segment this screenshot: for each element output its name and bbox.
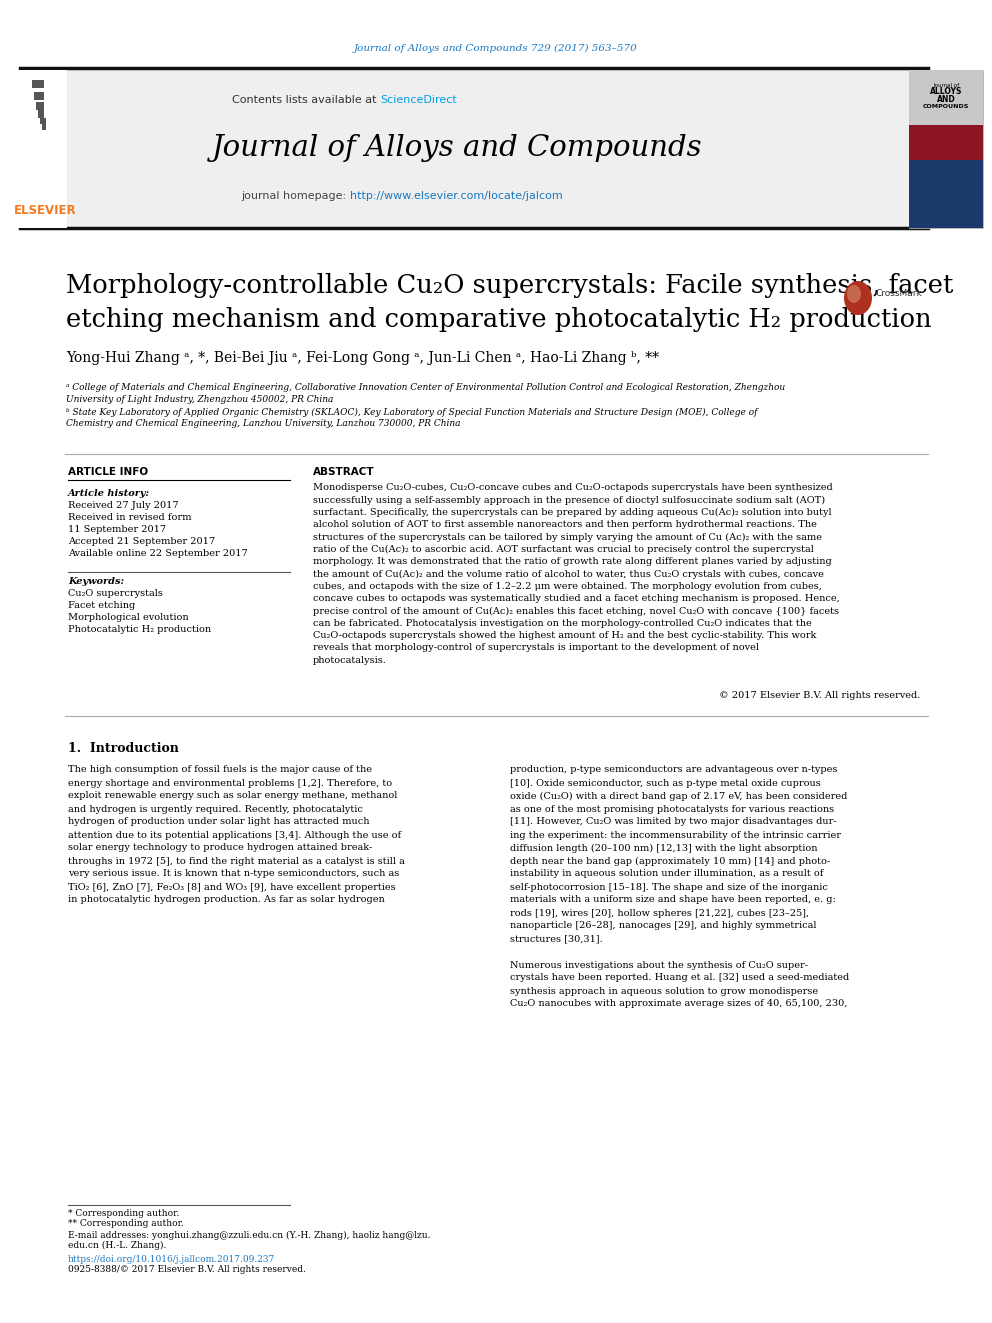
Text: self-photocorrosion [15–18]. The shape and size of the inorganic: self-photocorrosion [15–18]. The shape a…: [510, 882, 828, 892]
Text: Cu₂O nanocubes with approximate average sizes of 40, 65,100, 230,: Cu₂O nanocubes with approximate average …: [510, 999, 847, 1008]
Text: throughs in 1972 [5], to find the right material as a catalyst is still a: throughs in 1972 [5], to find the right …: [68, 856, 405, 865]
Text: Keywords:: Keywords:: [68, 578, 124, 586]
Text: edu.cn (H.-L. Zhang).: edu.cn (H.-L. Zhang).: [68, 1241, 167, 1249]
Text: Yong-Hui Zhang ᵃ, *, Bei-Bei Jiu ᵃ, Fei-Long Gong ᵃ, Jun-Li Chen ᵃ, Hao-Li Zhang: Yong-Hui Zhang ᵃ, *, Bei-Bei Jiu ᵃ, Fei-…: [66, 351, 659, 365]
Text: concave cubes to octapods was systematically studied and a facet etching mechani: concave cubes to octapods was systematic…: [313, 594, 840, 603]
Text: Received in revised form: Received in revised form: [68, 513, 191, 523]
Text: successfully using a self-assembly approach in the presence of dioctyl sulfosucc: successfully using a self-assembly appro…: [313, 496, 825, 505]
Text: synthesis approach in aqueous solution to grow monodisperse: synthesis approach in aqueous solution t…: [510, 987, 818, 995]
Text: Facet etching: Facet etching: [68, 602, 135, 610]
Text: Journal of: Journal of: [932, 82, 959, 87]
Text: morphology. It was demonstrated that the ratio of growth rate along different pl: morphology. It was demonstrated that the…: [313, 557, 831, 566]
Text: Morphological evolution: Morphological evolution: [68, 614, 188, 623]
Text: TiO₂ [6], ZnO [7], Fe₂O₃ [8] and WO₃ [9], have excellent properties: TiO₂ [6], ZnO [7], Fe₂O₃ [8] and WO₃ [9]…: [68, 882, 396, 892]
Text: ScienceDirect: ScienceDirect: [380, 95, 456, 105]
Text: 1.  Introduction: 1. Introduction: [68, 741, 179, 754]
Text: Contents lists available at: Contents lists available at: [232, 95, 380, 105]
Text: University of Light Industry, Zhengzhou 450002, PR China: University of Light Industry, Zhengzhou …: [66, 396, 333, 405]
Text: ARTICLE INFO: ARTICLE INFO: [68, 467, 148, 478]
Text: Received 27 July 2017: Received 27 July 2017: [68, 501, 179, 511]
Text: [10]. Oxide semiconductor, such as p-type metal oxide cuprous: [10]. Oxide semiconductor, such as p-typ…: [510, 778, 820, 787]
Text: Article history:: Article history:: [68, 490, 150, 499]
Text: in photocatalytic hydrogen production. As far as solar hydrogen: in photocatalytic hydrogen production. A…: [68, 896, 385, 905]
Text: ABSTRACT: ABSTRACT: [313, 467, 375, 478]
Bar: [36, 102, 44, 110]
Text: ᵃ College of Materials and Chemical Engineering, Collaborative Innovation Center: ᵃ College of Materials and Chemical Engi…: [66, 384, 785, 393]
Text: CrossMark: CrossMark: [875, 290, 922, 299]
Text: diffusion length (20–100 nm) [12,13] with the light absorption: diffusion length (20–100 nm) [12,13] wit…: [510, 844, 817, 852]
Bar: [909, 124, 983, 160]
Text: Available online 22 September 2017: Available online 22 September 2017: [68, 549, 248, 558]
Text: Journal of Alloys and Compounds: Journal of Alloys and Compounds: [211, 134, 702, 161]
Text: instability in aqueous solution under illumination, as a result of: instability in aqueous solution under il…: [510, 869, 823, 878]
Text: materials with a uniform size and shape have been reported, e. g:: materials with a uniform size and shape …: [510, 896, 835, 905]
Bar: [909, 160, 983, 228]
Text: crystals have been reported. Huang et al. [32] used a seed-mediated: crystals have been reported. Huang et al…: [510, 974, 849, 983]
Text: the amount of Cu(Ac)₂ and the volume ratio of alcohol to water, thus Cu₂O crysta: the amount of Cu(Ac)₂ and the volume rat…: [313, 569, 824, 578]
Text: ELSEVIER: ELSEVIER: [14, 204, 76, 217]
Text: Cu₂O supercrystals: Cu₂O supercrystals: [68, 590, 163, 598]
Text: can be fabricated. Photocatalysis investigation on the morphology-controlled Cu₂: can be fabricated. Photocatalysis invest…: [313, 619, 811, 628]
Text: as one of the most promising photocatalysts for various reactions: as one of the most promising photocataly…: [510, 804, 834, 814]
Text: https://doi.org/10.1016/j.jallcom.2017.09.237: https://doi.org/10.1016/j.jallcom.2017.0…: [68, 1254, 275, 1263]
Text: Accepted 21 September 2017: Accepted 21 September 2017: [68, 537, 215, 546]
Text: ratio of the Cu(Ac)₂ to ascorbic acid. AOT surfactant was crucial to precisely c: ratio of the Cu(Ac)₂ to ascorbic acid. A…: [313, 545, 813, 554]
Text: Cu₂O-octapods supercrystals showed the highest amount of H₂ and the best cyclic-: Cu₂O-octapods supercrystals showed the h…: [313, 631, 816, 640]
Text: http://www.elsevier.com/locate/jalcom: http://www.elsevier.com/locate/jalcom: [350, 191, 562, 201]
Text: nanoparticle [26–28], nanocages [29], and highly symmetrical: nanoparticle [26–28], nanocages [29], an…: [510, 922, 816, 930]
Text: rods [19], wires [20], hollow spheres [21,22], cubes [23–25],: rods [19], wires [20], hollow spheres [2…: [510, 909, 809, 917]
Text: Photocatalytic H₂ production: Photocatalytic H₂ production: [68, 626, 211, 635]
Bar: [32, 79, 44, 89]
Text: Chemistry and Chemical Engineering, Lanzhou University, Lanzhou 730000, PR China: Chemistry and Chemical Engineering, Lanz…: [66, 419, 460, 429]
Text: exploit renewable energy such as solar energy methane, methanol: exploit renewable energy such as solar e…: [68, 791, 398, 800]
Text: alcohol solution of AOT to first assemble nanoreactors and then perform hydrothe: alcohol solution of AOT to first assembl…: [313, 520, 816, 529]
Text: cubes, and octapods with the size of 1.2–2.2 μm were obtained. The morphology ev: cubes, and octapods with the size of 1.2…: [313, 582, 822, 591]
Bar: [38, 110, 44, 118]
Text: * Corresponding author.: * Corresponding author.: [68, 1208, 180, 1217]
Text: Journal of Alloys and Compounds 729 (2017) 563–570: Journal of Alloys and Compounds 729 (201…: [354, 44, 638, 53]
Text: attention due to its potential applications [3,4]. Although the use of: attention due to its potential applicati…: [68, 831, 401, 840]
Text: solar energy technology to produce hydrogen attained break-: solar energy technology to produce hydro…: [68, 844, 372, 852]
Text: E-mail addresses: yonghui.zhang@zzuli.edu.cn (Y.-H. Zhang), haoliz hang@lzu.: E-mail addresses: yonghui.zhang@zzuli.ed…: [68, 1230, 431, 1240]
Text: journal homepage:: journal homepage:: [241, 191, 350, 201]
Text: and hydrogen is urgently required. Recently, photocatalytic: and hydrogen is urgently required. Recen…: [68, 804, 363, 814]
Text: © 2017 Elsevier B.V. All rights reserved.: © 2017 Elsevier B.V. All rights reserved…: [718, 691, 920, 700]
Text: Numerous investigations about the synthesis of Cu₂O super-: Numerous investigations about the synthe…: [510, 960, 808, 970]
Text: photocatalysis.: photocatalysis.: [313, 656, 387, 664]
Text: COMPOUNDS: COMPOUNDS: [923, 103, 969, 108]
Text: reveals that morphology-control of supercrystals is important to the development: reveals that morphology-control of super…: [313, 643, 759, 652]
Text: structures [30,31].: structures [30,31].: [510, 934, 603, 943]
Text: production, p-type semiconductors are advantageous over n-types: production, p-type semiconductors are ad…: [510, 766, 837, 774]
Bar: [14, 70, 67, 228]
Text: surfactant. Specifically, the supercrystals can be prepared by adding aqueous Cu: surfactant. Specifically, the supercryst…: [313, 508, 831, 517]
Text: Monodisperse Cu₂O-cubes, Cu₂O-concave cubes and Cu₂O-octapods supercrystals have: Monodisperse Cu₂O-cubes, Cu₂O-concave cu…: [313, 483, 832, 492]
Text: structures of the supercrystals can be tailored by simply varying the amount of : structures of the supercrystals can be t…: [313, 533, 822, 541]
Text: ** Corresponding author.: ** Corresponding author.: [68, 1220, 184, 1229]
Text: ALLOYS: ALLOYS: [930, 87, 962, 97]
Text: very serious issue. It is known that n-type semiconductors, such as: very serious issue. It is known that n-t…: [68, 869, 399, 878]
Text: AND: AND: [936, 94, 955, 103]
Bar: [34, 93, 44, 101]
Bar: [909, 70, 983, 228]
Bar: [42, 118, 46, 130]
Ellipse shape: [847, 284, 861, 303]
Text: precise control of the amount of Cu(Ac)₂ enables this facet etching, novel Cu₂O : precise control of the amount of Cu(Ac)₂…: [313, 606, 839, 615]
Text: 11 September 2017: 11 September 2017: [68, 525, 166, 534]
Text: depth near the band gap (approximately 10 mm) [14] and photo-: depth near the band gap (approximately 1…: [510, 856, 830, 865]
Text: ᵇ State Key Laboratory of Applied Organic Chemistry (SKLAOC), Key Laboratory of : ᵇ State Key Laboratory of Applied Organi…: [66, 407, 758, 417]
Bar: [40, 116, 44, 124]
Text: energy shortage and environmental problems [1,2]. Therefore, to: energy shortage and environmental proble…: [68, 778, 392, 787]
Text: etching mechanism and comparative photocatalytic H₂ production: etching mechanism and comparative photoc…: [66, 307, 931, 332]
Text: ing the experiment: the incommensurability of the intrinsic carrier: ing the experiment: the incommensurabili…: [510, 831, 841, 840]
Bar: [909, 70, 983, 124]
Text: Morphology-controllable Cu₂O supercrystals: Facile synthesis, facet: Morphology-controllable Cu₂O supercrysta…: [66, 273, 953, 298]
Text: oxide (Cu₂O) with a direct band gap of 2.17 eV, has been considered: oxide (Cu₂O) with a direct band gap of 2…: [510, 791, 847, 800]
Text: 0925-8388/© 2017 Elsevier B.V. All rights reserved.: 0925-8388/© 2017 Elsevier B.V. All right…: [68, 1266, 306, 1274]
Ellipse shape: [844, 280, 872, 315]
Bar: [66, 70, 909, 228]
Text: hydrogen of production under solar light has attracted much: hydrogen of production under solar light…: [68, 818, 369, 827]
Text: The high consumption of fossil fuels is the major cause of the: The high consumption of fossil fuels is …: [68, 766, 372, 774]
Text: [11]. However, Cu₂O was limited by two major disadvantages dur-: [11]. However, Cu₂O was limited by two m…: [510, 818, 836, 827]
